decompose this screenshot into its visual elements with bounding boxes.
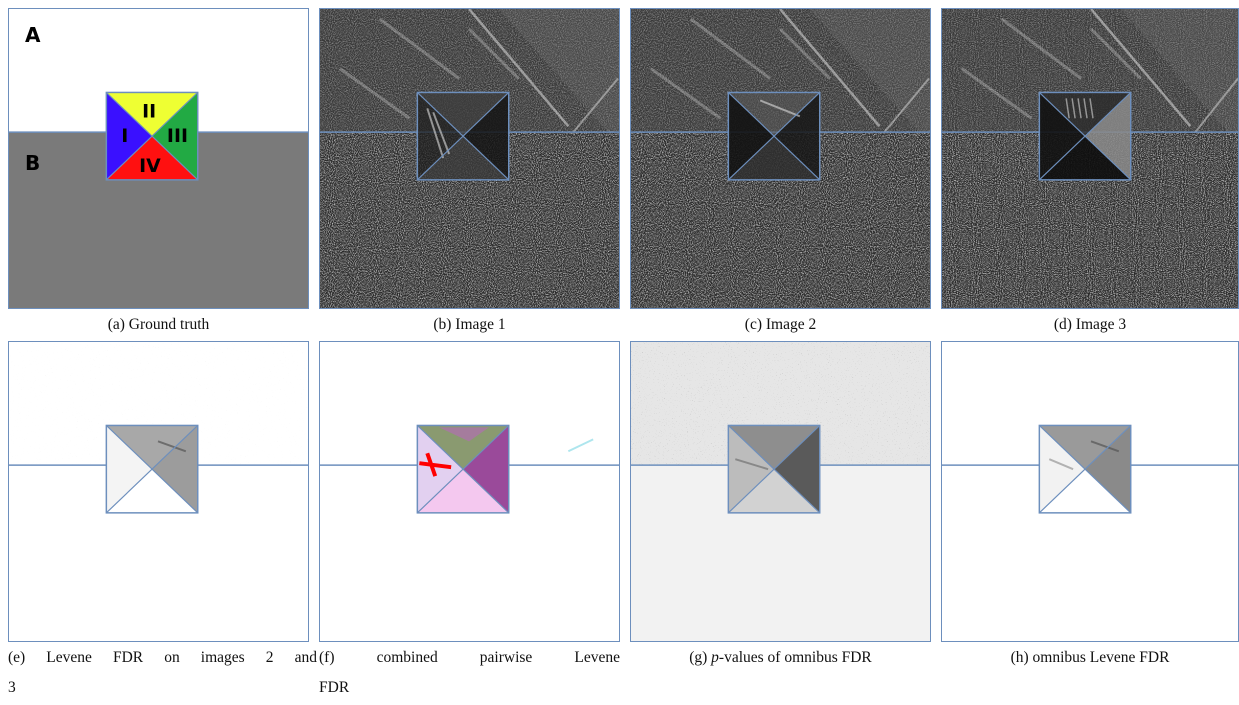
sar-image-3 bbox=[942, 9, 1238, 308]
caption-b: (b) Image 1 bbox=[433, 316, 506, 333]
region-b-label: B bbox=[25, 151, 41, 175]
caption-g: (g) p-values of omnibus FDR bbox=[689, 649, 872, 666]
quadrant-label-II: II bbox=[142, 100, 156, 122]
caption-f-word: pairwise bbox=[479, 649, 533, 666]
caption-f-line1: (f) combined pairwise Levene bbox=[319, 648, 620, 668]
sar-image-1 bbox=[320, 9, 619, 308]
region-a-label: A bbox=[25, 23, 41, 47]
caption-f-line2: FDR bbox=[319, 679, 350, 696]
quadrant-label-III: III bbox=[167, 125, 188, 147]
panel-image-3 bbox=[941, 8, 1239, 309]
ground-truth-image: I II III IV bbox=[9, 9, 308, 308]
caption-c: (c) Image 2 bbox=[744, 316, 817, 333]
panel-image-2 bbox=[630, 8, 931, 309]
p-values-image bbox=[631, 342, 930, 641]
caption-a: (a) Ground truth bbox=[107, 316, 210, 333]
panel-ground-truth: I II III IV A B bbox=[8, 8, 309, 309]
panel-image-1 bbox=[319, 8, 620, 309]
caption-e-line1: (e) Levene FDR on images 2 and bbox=[8, 649, 317, 666]
omnibus-levene-image bbox=[942, 342, 1238, 641]
caption-d: (d) Image 3 bbox=[1053, 316, 1127, 333]
quadrant-label-IV: IV bbox=[139, 155, 161, 177]
levene-fdr-image bbox=[9, 342, 308, 641]
caption-g-rest: -values of omnibus FDR bbox=[718, 649, 872, 666]
panel-combined-pairwise-levene bbox=[319, 341, 620, 642]
caption-f-word: combined bbox=[376, 649, 438, 666]
caption-e-line2: 3 bbox=[8, 679, 16, 696]
caption-h: (h) omnibus Levene FDR bbox=[1010, 649, 1170, 666]
combined-levene-image bbox=[320, 342, 619, 641]
caption-g-italic: p bbox=[711, 649, 719, 666]
caption-f-word: Levene bbox=[574, 649, 620, 666]
panel-omnibus-levene bbox=[941, 341, 1239, 642]
quadrant-label-I: I bbox=[121, 125, 128, 147]
panel-levene-fdr-2-3 bbox=[8, 341, 309, 642]
panel-p-values-omnibus bbox=[630, 341, 931, 642]
caption-f-word: (f) bbox=[319, 649, 335, 666]
sar-image-2 bbox=[631, 9, 930, 308]
